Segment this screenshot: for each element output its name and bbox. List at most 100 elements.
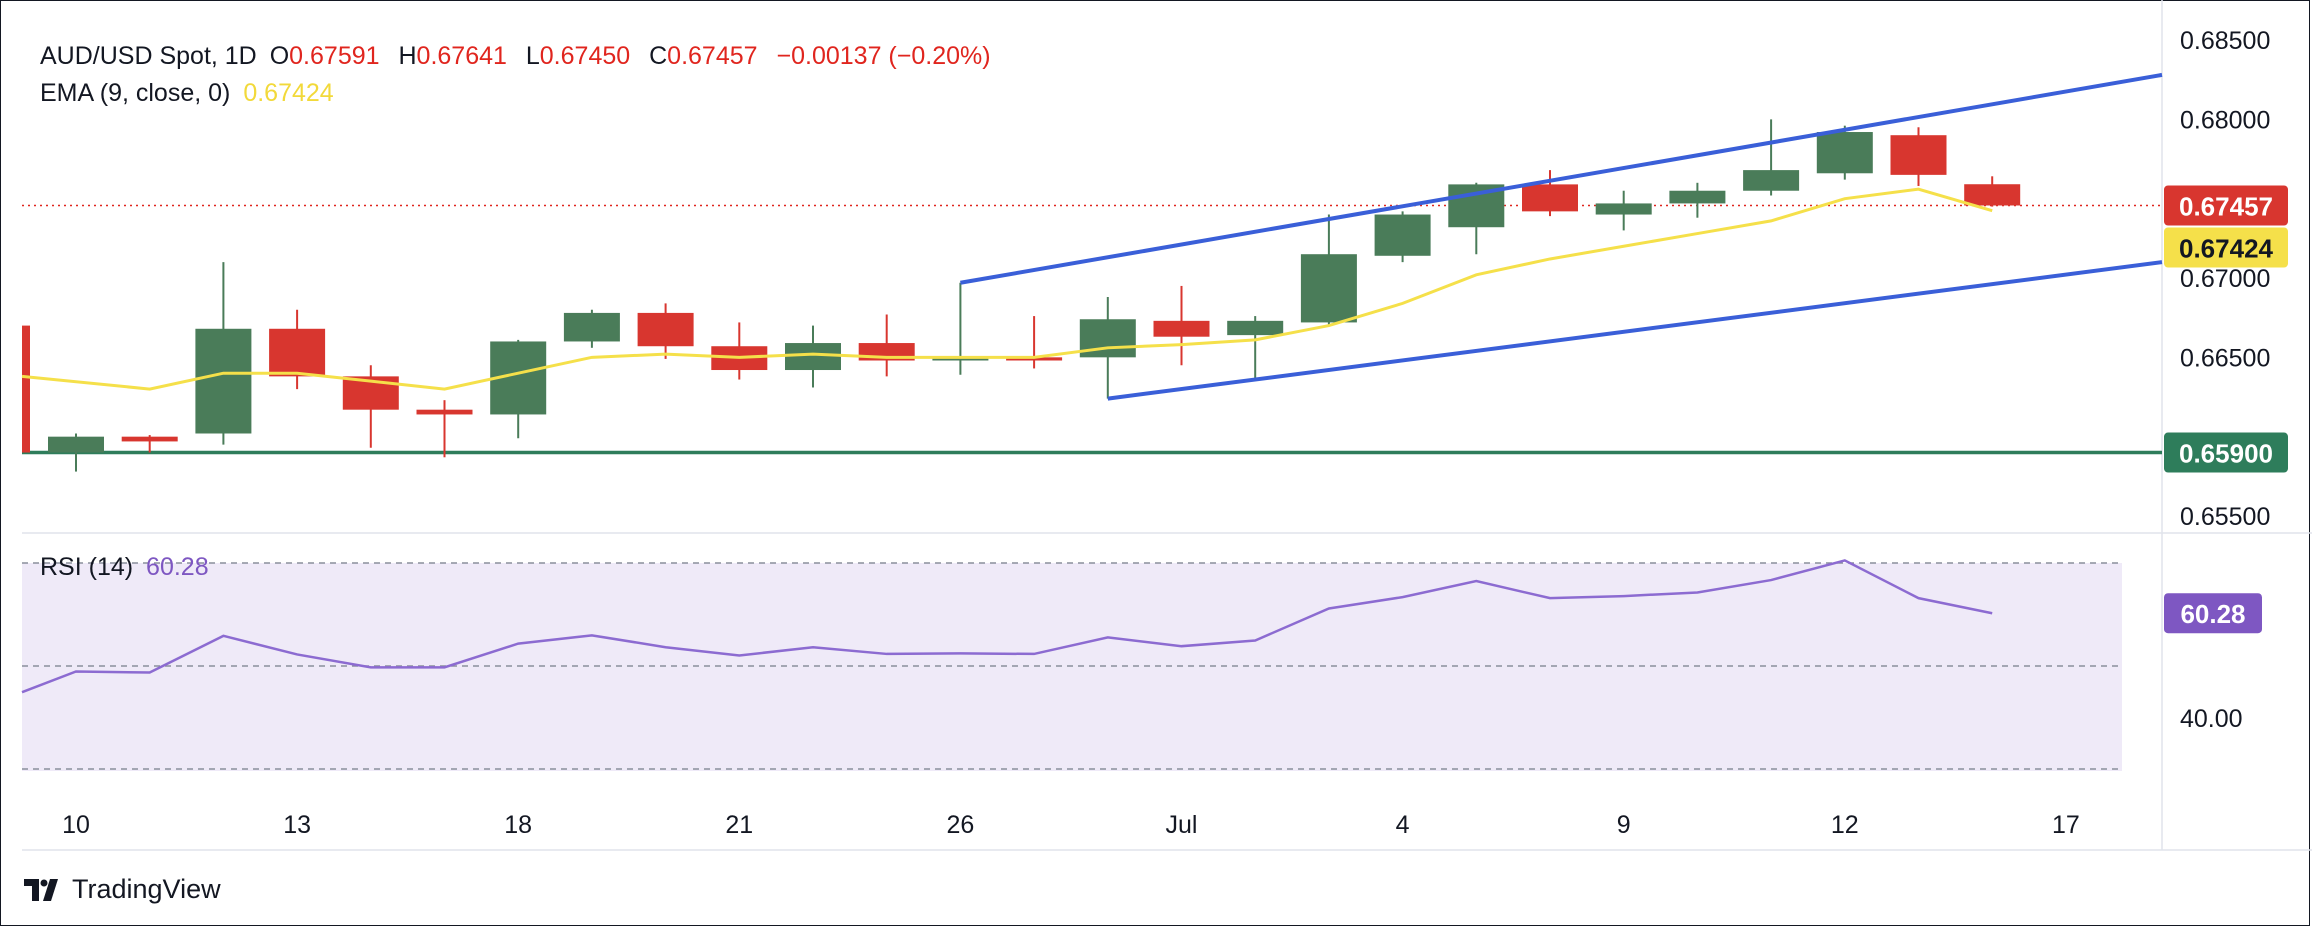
ema-title[interactable]: EMA (9, close, 0) bbox=[40, 79, 231, 107]
candle[interactable] bbox=[48, 433, 104, 472]
open-value: 0.67591 bbox=[289, 42, 380, 70]
candle-body bbox=[785, 343, 841, 371]
candle[interactable] bbox=[195, 262, 252, 445]
time-axis: 10 13 18 21 26 Jul 4 9 12 17 bbox=[62, 811, 2080, 839]
candle[interactable] bbox=[785, 325, 841, 388]
last-price-label: 0.67457 bbox=[2179, 191, 2273, 221]
candle[interactable] bbox=[1595, 190, 1652, 231]
time-tick-label: 10 bbox=[62, 811, 90, 839]
candle[interactable] bbox=[1522, 170, 1578, 217]
candle[interactable] bbox=[932, 282, 989, 375]
candle[interactable] bbox=[858, 314, 915, 377]
rsi-value-badge: 60.28 bbox=[2164, 593, 2262, 634]
candle[interactable] bbox=[1374, 211, 1431, 263]
close-label: C bbox=[649, 42, 668, 70]
candle-body bbox=[1006, 357, 1063, 361]
time-tick-label: 12 bbox=[1831, 811, 1859, 839]
rsi-line bbox=[21, 559, 1993, 694]
price-tick-label: 0.68500 bbox=[2180, 27, 2270, 55]
candle-body bbox=[121, 436, 178, 442]
ema-value: 0.67424 bbox=[243, 79, 334, 107]
rsi-band bbox=[22, 563, 2122, 771]
candle[interactable] bbox=[1743, 119, 1800, 196]
candle-body bbox=[1522, 184, 1578, 212]
candle[interactable] bbox=[1227, 316, 1284, 380]
rsi-axis: 40.00 bbox=[2180, 705, 2243, 733]
candle-body bbox=[932, 357, 989, 361]
symbol-legend: AUD/USD Spot, 1D O0.67591 H0.67641 L0.67… bbox=[40, 42, 997, 71]
price-tick-label: 0.66500 bbox=[2180, 344, 2270, 372]
support-price-badge: 0.65900 bbox=[2164, 432, 2288, 473]
candle[interactable] bbox=[121, 435, 178, 453]
candle-body bbox=[1964, 184, 2021, 206]
ema-legend: EMA (9, close, 0) 0.67424 bbox=[40, 79, 340, 108]
candle-body bbox=[1595, 203, 1652, 215]
rsi-tick-label: 40.00 bbox=[2180, 705, 2243, 733]
time-tick-label: 13 bbox=[283, 811, 311, 839]
candle-body bbox=[1300, 254, 1357, 323]
candle[interactable] bbox=[1964, 176, 2021, 207]
price-tick-label: 0.67000 bbox=[2180, 265, 2270, 293]
rsi-legend-value: 60.28 bbox=[146, 553, 209, 581]
candle-body bbox=[1374, 214, 1431, 256]
last-price-badge: 0.67457 bbox=[2164, 185, 2288, 226]
open-label: O bbox=[269, 42, 290, 70]
candle[interactable] bbox=[1300, 214, 1357, 326]
candle-body bbox=[416, 409, 473, 415]
candle[interactable] bbox=[1890, 127, 1947, 186]
candle[interactable] bbox=[1006, 316, 1063, 369]
candle[interactable] bbox=[711, 322, 768, 380]
channel-upper-line[interactable] bbox=[960, 72, 2163, 285]
candle[interactable] bbox=[1816, 125, 1873, 180]
candle[interactable] bbox=[1153, 285, 1210, 366]
ema-price-label: 0.67424 bbox=[2179, 233, 2274, 263]
time-tick-label: 4 bbox=[1396, 811, 1410, 839]
time-tick-label: 21 bbox=[725, 811, 753, 839]
candle-body bbox=[563, 312, 620, 342]
price-axis: 0.68500 0.68000 0.67000 0.66500 0.65500 bbox=[2180, 27, 2270, 531]
candle-body bbox=[195, 328, 252, 434]
low-value: 0.67450 bbox=[539, 42, 631, 70]
candle-body bbox=[48, 436, 104, 453]
high-value: 0.67641 bbox=[416, 42, 507, 70]
ema-price-badge: 0.67424 bbox=[2164, 227, 2288, 268]
time-tick-label: 26 bbox=[946, 811, 974, 839]
ema-line bbox=[21, 187, 1993, 391]
candle[interactable] bbox=[1669, 182, 1726, 218]
brand-name: TradingView bbox=[72, 874, 221, 904]
time-tick-label: 18 bbox=[504, 811, 532, 839]
candle-body bbox=[1743, 170, 1800, 191]
support-price-label: 0.65900 bbox=[2179, 439, 2273, 469]
rsi-title[interactable]: RSI (14) bbox=[40, 553, 134, 581]
close-value: 0.67457 bbox=[667, 42, 758, 70]
price-tick-label: 0.68000 bbox=[2180, 106, 2270, 134]
tradingview-brand[interactable]: TradingView bbox=[24, 874, 221, 905]
candle-body bbox=[1816, 132, 1873, 174]
candle[interactable] bbox=[490, 339, 547, 439]
candle[interactable] bbox=[269, 309, 326, 390]
candles bbox=[22, 119, 2021, 472]
channel-lower-line[interactable] bbox=[1107, 260, 2163, 401]
candle[interactable] bbox=[416, 400, 473, 458]
candle-body bbox=[1890, 135, 1947, 175]
candle-body bbox=[1227, 320, 1284, 336]
candle-body bbox=[637, 312, 694, 347]
rsi-value-label: 60.28 bbox=[2180, 599, 2245, 629]
candle-body bbox=[269, 328, 326, 377]
rsi-legend: RSI (14) 60.28 bbox=[40, 553, 215, 582]
change-value: −0.00137 (−0.20%) bbox=[776, 42, 991, 70]
partial-candle bbox=[22, 325, 30, 453]
candle-body bbox=[1669, 190, 1726, 204]
price-tick-label: 0.65500 bbox=[2180, 503, 2270, 531]
candle[interactable] bbox=[563, 309, 620, 348]
time-tick-label: 17 bbox=[2052, 811, 2080, 839]
candle[interactable] bbox=[637, 303, 694, 359]
time-tick-label: 9 bbox=[1617, 811, 1631, 839]
low-label: L bbox=[525, 42, 540, 70]
time-tick-label: Jul bbox=[1166, 811, 1198, 839]
symbol-title[interactable]: AUD/USD Spot, 1D bbox=[40, 42, 257, 70]
tradingview-logo-icon bbox=[24, 878, 58, 901]
high-label: H bbox=[398, 42, 417, 70]
